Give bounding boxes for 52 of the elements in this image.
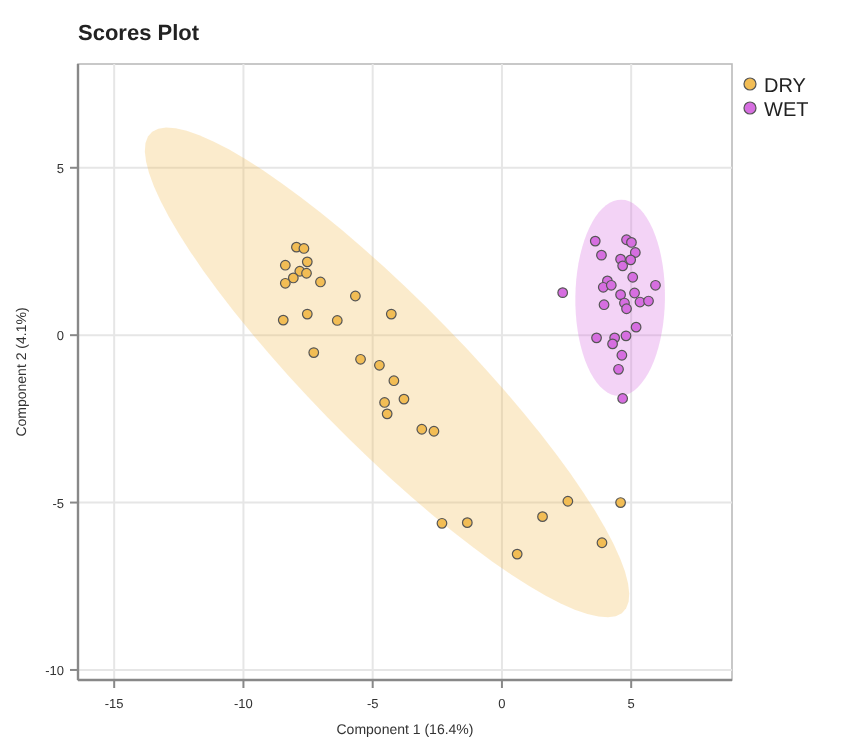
point (461, 517, 473, 529)
point (349, 290, 361, 302)
point (596, 249, 607, 261)
point (301, 308, 313, 320)
point (591, 332, 602, 344)
point (643, 295, 654, 307)
point (279, 277, 291, 289)
point (617, 260, 629, 272)
point (626, 237, 637, 248)
point (298, 243, 310, 254)
point (589, 235, 601, 247)
point (562, 495, 574, 507)
point (301, 267, 312, 279)
point (627, 271, 639, 283)
point (598, 299, 610, 311)
point (385, 308, 397, 320)
point (388, 375, 400, 387)
chart-title: Scores Plot (78, 22, 200, 46)
point (613, 363, 624, 375)
point (616, 349, 628, 361)
point (436, 517, 448, 529)
point (398, 393, 410, 405)
point (355, 353, 366, 365)
legend-label: DRY (764, 76, 807, 98)
point (416, 423, 428, 435)
point (615, 497, 626, 508)
point (287, 272, 299, 284)
point (428, 425, 440, 437)
point (301, 256, 313, 268)
point (615, 289, 626, 301)
point (308, 347, 320, 358)
point (625, 254, 637, 266)
legend-label: WET (764, 100, 809, 122)
point (629, 247, 641, 258)
point (630, 321, 642, 333)
point (617, 393, 629, 404)
point (279, 259, 291, 271)
point (379, 397, 390, 408)
point (331, 315, 343, 326)
point (537, 511, 548, 523)
point (596, 537, 608, 549)
point (650, 279, 661, 291)
point (607, 338, 618, 350)
point (277, 314, 289, 326)
point (629, 287, 640, 299)
point (374, 359, 385, 371)
point (315, 276, 326, 288)
point (621, 303, 632, 315)
point (557, 287, 569, 299)
point (511, 548, 523, 560)
point (620, 330, 632, 342)
point (381, 408, 393, 420)
